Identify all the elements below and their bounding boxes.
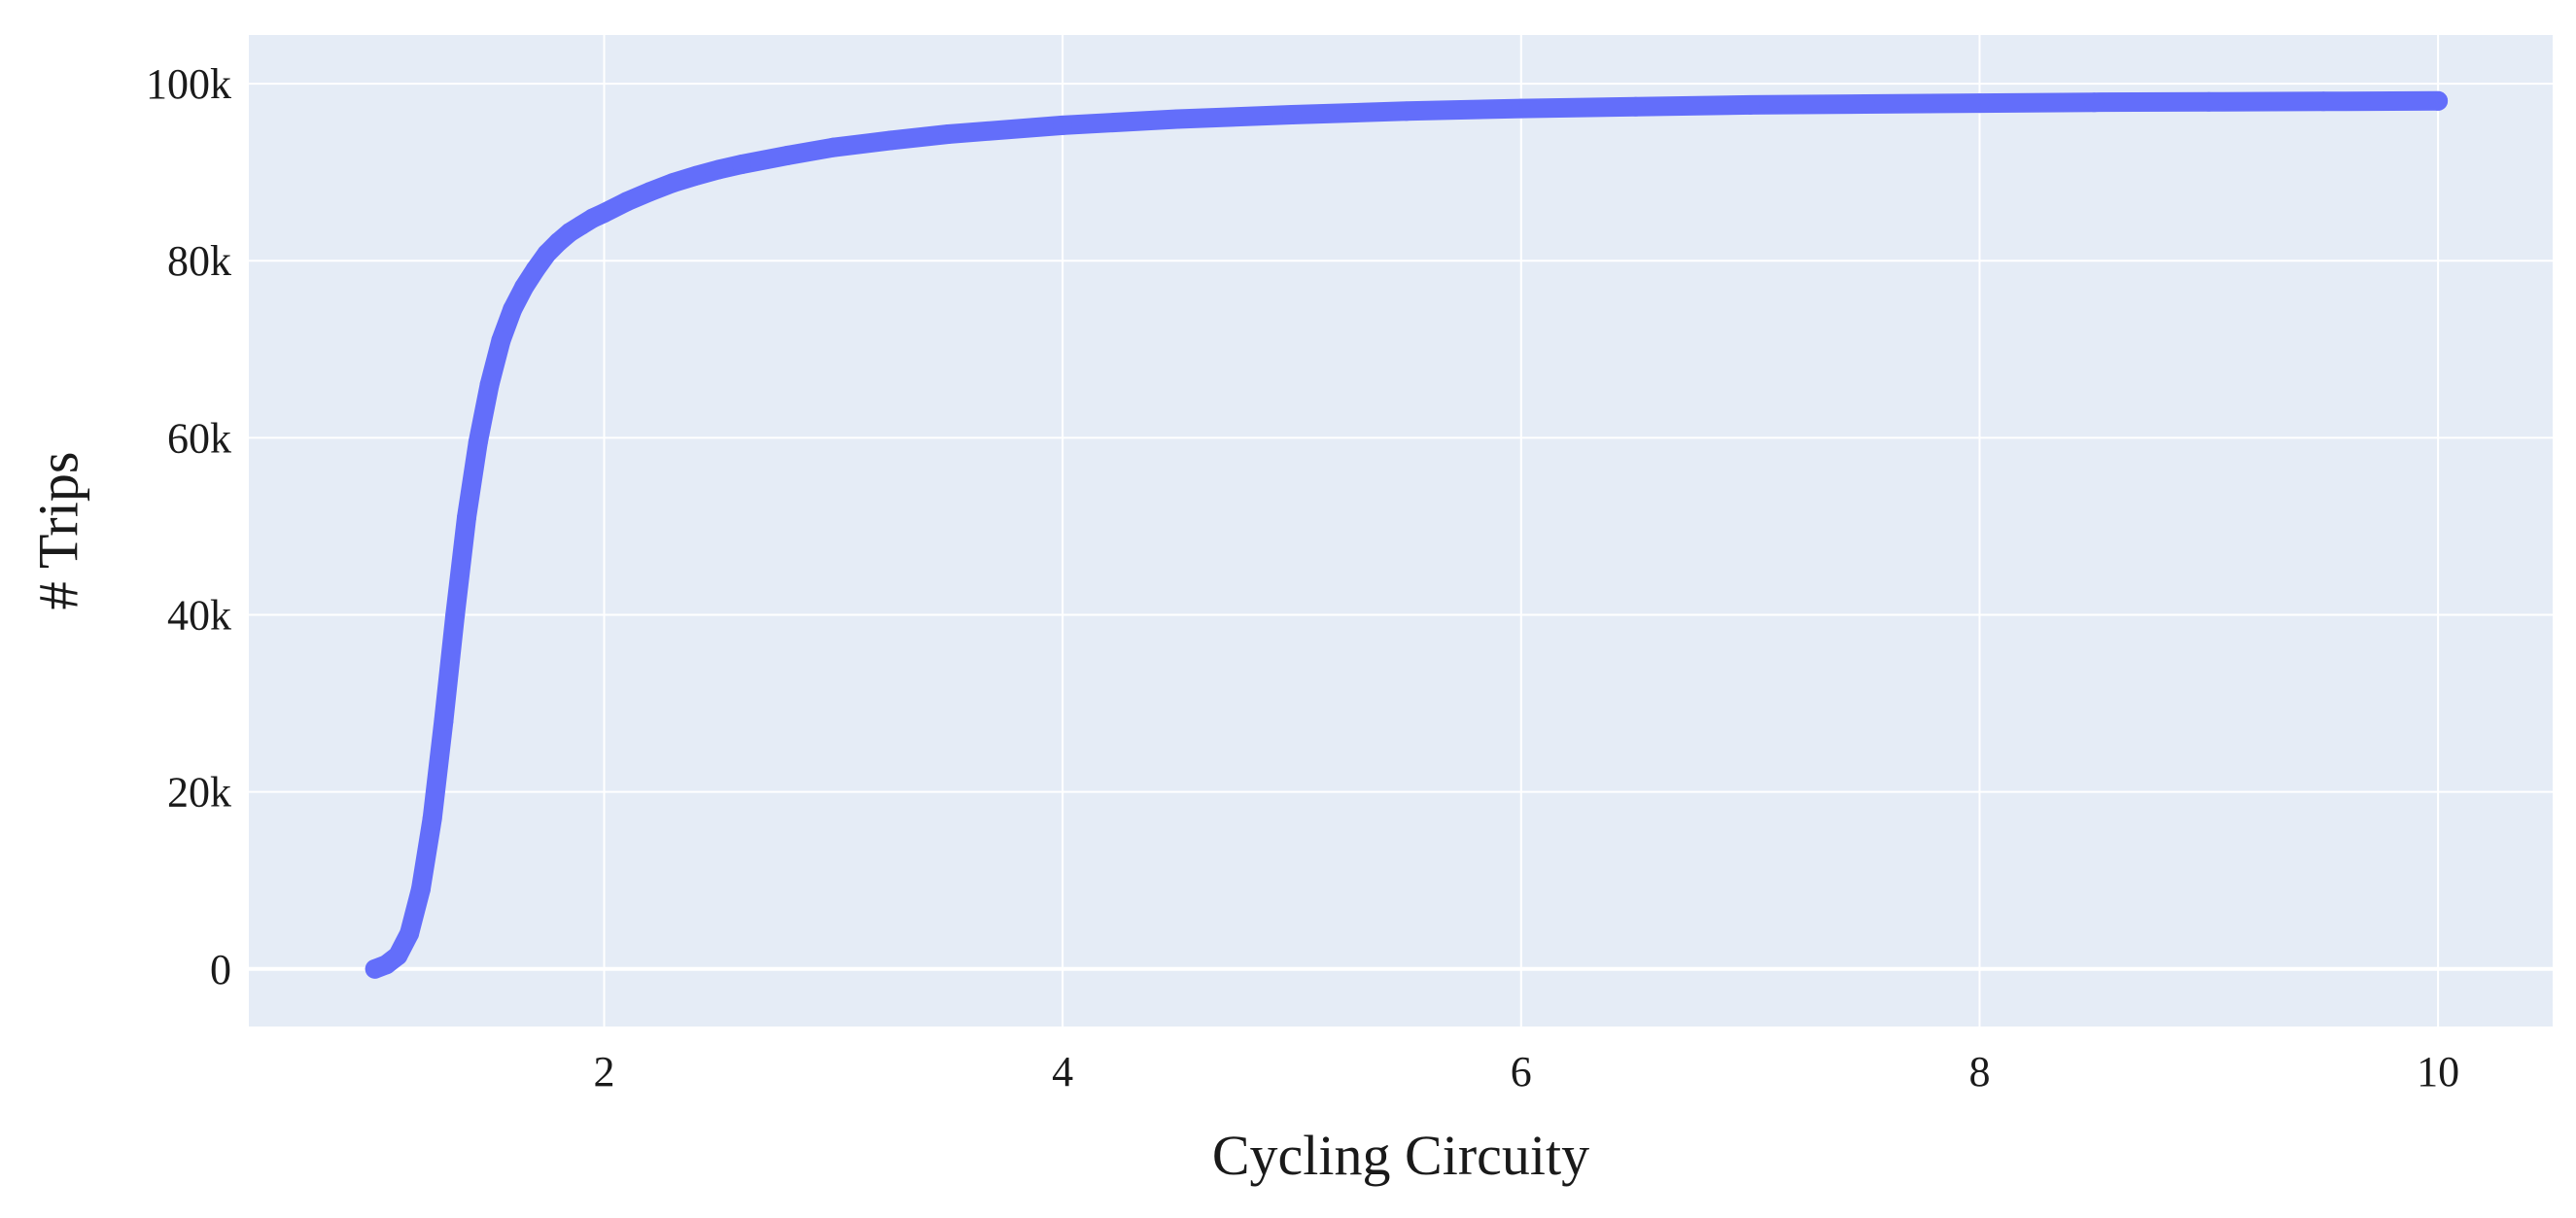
x-tick-label: 2	[594, 1048, 615, 1096]
data-point	[1625, 96, 1646, 117]
data-point	[1740, 94, 1760, 115]
data-point	[457, 507, 477, 528]
data-point	[1167, 109, 1188, 129]
data-point	[1511, 98, 1531, 119]
data-point	[2428, 90, 2449, 111]
data-point	[881, 130, 901, 151]
data-point	[468, 432, 488, 452]
data-point	[479, 374, 500, 395]
data-point	[434, 711, 454, 731]
data-point	[2199, 91, 2219, 112]
data-point	[410, 879, 431, 899]
data-point	[513, 277, 534, 297]
data-point	[388, 946, 408, 966]
y-tick-label: 40k	[167, 592, 231, 640]
data-point	[823, 137, 844, 157]
x-axis-title: Cycling Circuity	[1212, 1124, 1589, 1187]
y-axis-title: # Trips	[26, 452, 89, 610]
data-point	[1855, 94, 1875, 115]
data-point	[491, 331, 511, 351]
data-point	[709, 159, 729, 180]
data-point	[594, 203, 614, 224]
y-tick-label: 0	[210, 946, 231, 993]
data-point	[938, 124, 958, 144]
data-point	[422, 808, 442, 828]
data-point	[445, 605, 466, 625]
data-point	[663, 173, 683, 193]
data-point	[685, 165, 706, 186]
tick-labels: 2 4 6 8 10 0 20k 40k 60k 80k 100k	[146, 60, 2459, 1096]
y-tick-label: 100k	[146, 60, 231, 108]
data-point	[640, 182, 660, 202]
x-tick-label: 6	[1511, 1048, 1532, 1096]
data-point	[617, 191, 638, 212]
y-tick-label: 60k	[167, 414, 231, 462]
plot-area	[249, 35, 2553, 1027]
y-tick-label: 20k	[167, 769, 231, 817]
data-point	[400, 923, 420, 944]
data-point	[503, 299, 523, 320]
data-point	[2084, 92, 2105, 113]
data-point	[1969, 93, 1990, 114]
y-tick-label: 80k	[167, 237, 231, 285]
data-point	[1281, 104, 1302, 124]
x-tick-label: 8	[1968, 1048, 1990, 1096]
data-point	[732, 154, 752, 174]
x-tick-label: 10	[2417, 1048, 2459, 1096]
x-tick-label: 4	[1052, 1048, 1073, 1096]
data-point	[1053, 115, 1073, 135]
data-point	[778, 145, 798, 165]
data-point	[1396, 101, 1416, 122]
data-point	[2314, 91, 2334, 112]
data-point	[525, 260, 545, 280]
series-trace	[365, 90, 2449, 979]
grid-lines	[249, 35, 2553, 1027]
series-trips	[365, 90, 2449, 979]
